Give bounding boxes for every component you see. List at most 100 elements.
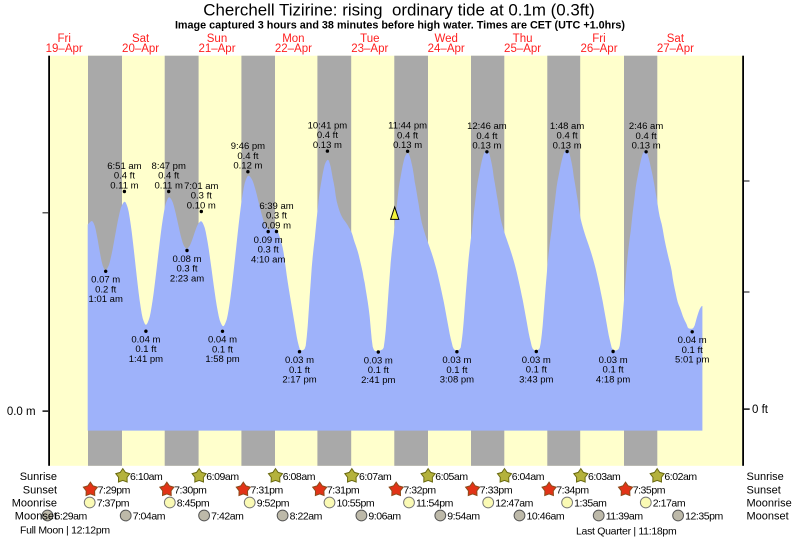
svg-text:10:41 pm: 10:41 pm <box>308 121 348 132</box>
svg-text:0.04 m: 0.04 m <box>131 335 160 346</box>
svg-text:3:43 pm: 3:43 pm <box>519 374 553 385</box>
svg-text:7:31pm: 7:31pm <box>327 484 360 496</box>
svg-text:8:22am: 8:22am <box>290 510 323 522</box>
svg-text:0.07 m: 0.07 m <box>91 275 120 286</box>
svg-text:0.4 ft: 0.4 ft <box>114 171 135 182</box>
svg-text:0.03 m: 0.03 m <box>522 355 551 366</box>
svg-text:2:17am: 2:17am <box>653 497 686 509</box>
svg-text:4:18 pm: 4:18 pm <box>596 374 630 385</box>
svg-text:0.13 m: 0.13 m <box>472 141 501 152</box>
svg-text:10:46am: 10:46am <box>527 510 565 522</box>
svg-text:0.08 m: 0.08 m <box>172 254 201 265</box>
svg-text:7:34pm: 7:34pm <box>556 484 589 496</box>
svg-text:6:10am: 6:10am <box>130 471 163 483</box>
svg-text:Image captured 3 hours and 38: Image captured 3 hours and 38 minutes be… <box>175 20 625 32</box>
svg-text:12:35pm: 12:35pm <box>685 510 723 522</box>
svg-text:2:17 pm: 2:17 pm <box>282 375 316 386</box>
svg-text:22–Apr: 22–Apr <box>275 43 312 55</box>
svg-text:0.4 ft: 0.4 ft <box>476 131 497 142</box>
svg-text:Fri: Fri <box>57 33 70 45</box>
svg-text:7:29pm: 7:29pm <box>98 484 131 496</box>
svg-text:0.1 ft: 0.1 ft <box>526 365 547 376</box>
svg-text:0.3 ft: 0.3 ft <box>258 245 279 256</box>
svg-text:0.11 m: 0.11 m <box>155 180 183 191</box>
svg-text:0.13 m: 0.13 m <box>393 140 422 151</box>
svg-text:0.04 m: 0.04 m <box>678 335 707 346</box>
svg-text:19–Apr: 19–Apr <box>46 43 83 55</box>
svg-text:1:01 am: 1:01 am <box>89 294 123 305</box>
svg-text:Sunrise: Sunrise <box>20 471 57 483</box>
svg-text:0.03 m: 0.03 m <box>442 355 471 366</box>
svg-text:0.03 m: 0.03 m <box>285 355 314 366</box>
svg-text:0.03 m: 0.03 m <box>599 355 628 366</box>
svg-text:0.12 m: 0.12 m <box>233 161 262 172</box>
svg-text:0.0 m: 0.0 m <box>7 406 36 418</box>
svg-text:0.4 ft: 0.4 ft <box>636 131 657 142</box>
svg-text:Moonrise: Moonrise <box>747 498 792 510</box>
svg-text:0.3 ft: 0.3 ft <box>191 191 212 202</box>
svg-text:Cherchell Tizirine: rising or: Cherchell Tizirine: rising ordinary tide… <box>203 1 594 20</box>
svg-text:Moonset: Moonset <box>15 511 57 523</box>
svg-text:7:35pm: 7:35pm <box>633 484 666 496</box>
svg-text:0.4 ft: 0.4 ft <box>557 131 578 142</box>
svg-text:0.4 ft: 0.4 ft <box>317 130 338 141</box>
svg-text:Sunset: Sunset <box>747 485 781 497</box>
svg-text:1:41 pm: 1:41 pm <box>129 354 163 365</box>
svg-text:21–Apr: 21–Apr <box>198 43 235 55</box>
svg-text:6:02am: 6:02am <box>664 471 697 483</box>
svg-text:Moonrise: Moonrise <box>12 498 57 510</box>
svg-text:0.3 ft: 0.3 ft <box>176 264 197 275</box>
svg-text:9:52pm: 9:52pm <box>257 497 290 509</box>
svg-text:26–Apr: 26–Apr <box>580 43 617 55</box>
svg-text:0.1 ft: 0.1 ft <box>446 365 467 376</box>
svg-text:7:31pm: 7:31pm <box>251 484 284 496</box>
svg-text:0.4 ft: 0.4 ft <box>397 131 418 142</box>
svg-text:1:48 am: 1:48 am <box>550 121 584 132</box>
svg-text:Last Quarter | 11:18pm: Last Quarter | 11:18pm <box>576 526 677 538</box>
svg-text:7:32pm: 7:32pm <box>403 484 436 496</box>
svg-text:23–Apr: 23–Apr <box>351 43 388 55</box>
svg-text:2:41 pm: 2:41 pm <box>361 375 395 386</box>
svg-text:0.03 m: 0.03 m <box>364 355 393 366</box>
svg-text:2:23 am: 2:23 am <box>170 273 204 284</box>
svg-text:0.13 m: 0.13 m <box>553 140 582 151</box>
svg-text:0.1 ft: 0.1 ft <box>212 344 233 355</box>
svg-text:6:09am: 6:09am <box>206 471 239 483</box>
svg-text:Sunrise: Sunrise <box>747 471 784 483</box>
svg-text:0.1 ft: 0.1 ft <box>682 345 703 356</box>
svg-text:Tue: Tue <box>360 33 379 45</box>
svg-text:27–Apr: 27–Apr <box>657 43 694 55</box>
svg-text:0.1 ft: 0.1 ft <box>603 365 624 376</box>
svg-text:0.1 ft: 0.1 ft <box>368 365 389 376</box>
svg-text:12:47am: 12:47am <box>495 497 533 509</box>
svg-text:6:39 am: 6:39 am <box>259 201 293 212</box>
svg-text:Sun: Sun <box>207 33 227 45</box>
svg-text:0.10 m: 0.10 m <box>187 200 216 211</box>
svg-text:11:54pm: 11:54pm <box>416 497 454 509</box>
svg-text:Sat: Sat <box>132 33 150 45</box>
svg-text:Sat: Sat <box>667 33 685 45</box>
svg-text:Full Moon | 12:12pm: Full Moon | 12:12pm <box>20 525 110 537</box>
svg-text:6:03am: 6:03am <box>588 471 621 483</box>
svg-text:Moonset: Moonset <box>747 511 789 523</box>
svg-text:0.09 m: 0.09 m <box>262 220 291 231</box>
svg-text:24–Apr: 24–Apr <box>428 43 465 55</box>
svg-text:Fri: Fri <box>592 33 605 45</box>
svg-text:8:45pm: 8:45pm <box>177 497 210 509</box>
svg-text:9:54am: 9:54am <box>447 510 480 522</box>
svg-text:8:47 pm: 8:47 pm <box>152 161 186 172</box>
svg-text:Thu: Thu <box>513 33 533 45</box>
svg-text:6:51 am: 6:51 am <box>107 161 141 172</box>
svg-text:12:46 am: 12:46 am <box>467 121 507 132</box>
svg-text:2:46 am: 2:46 am <box>629 121 663 132</box>
svg-text:Mon: Mon <box>282 33 304 45</box>
svg-text:6:29am: 6:29am <box>55 510 88 522</box>
svg-text:0.09 m: 0.09 m <box>254 235 283 246</box>
svg-text:9:06am: 9:06am <box>368 510 401 522</box>
svg-text:0.3 ft: 0.3 ft <box>266 211 287 222</box>
svg-text:7:37pm: 7:37pm <box>97 497 130 509</box>
svg-text:0.1 ft: 0.1 ft <box>135 344 156 355</box>
svg-text:7:42am: 7:42am <box>211 510 244 522</box>
svg-text:1:35am: 1:35am <box>574 497 607 509</box>
svg-text:5:01 pm: 5:01 pm <box>675 355 709 366</box>
